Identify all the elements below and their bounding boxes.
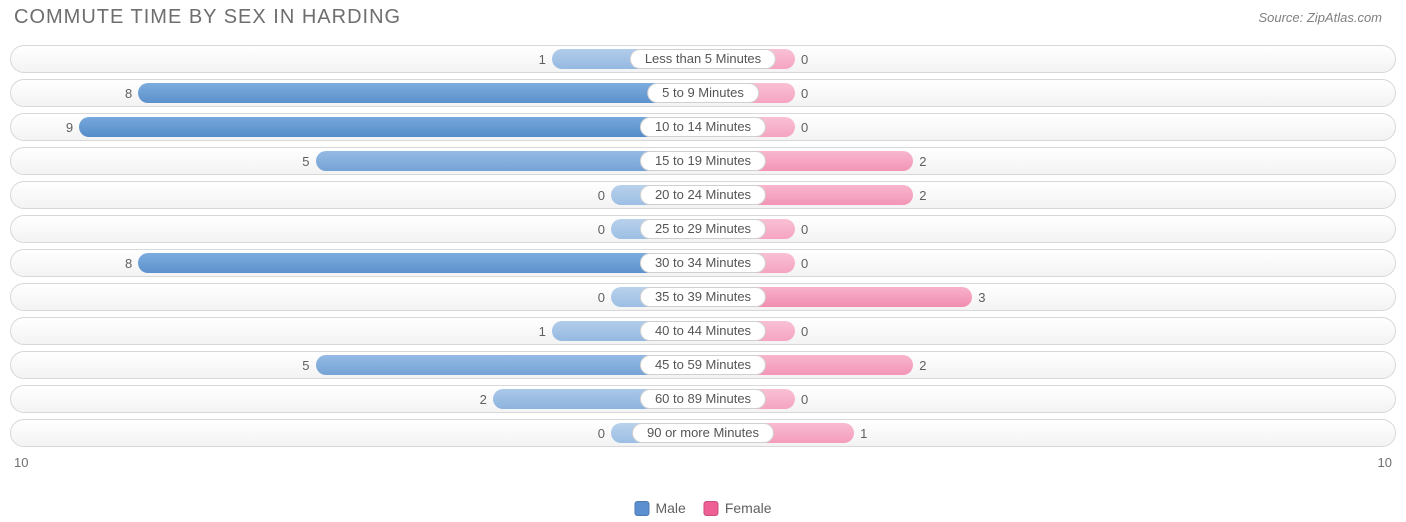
female-value-label: 3 <box>978 284 985 312</box>
female-swatch-icon <box>704 501 719 516</box>
category-label: 60 to 89 Minutes <box>640 389 766 409</box>
legend-item-male: Male <box>634 500 685 516</box>
male-bar <box>138 253 703 273</box>
female-value-label: 0 <box>801 114 808 142</box>
legend: Male Female <box>634 500 771 516</box>
male-bar <box>79 117 703 137</box>
legend-male-label: Male <box>655 500 685 516</box>
male-value-label: 5 <box>302 148 309 176</box>
row-track: 20 to 24 Minutes 0 2 <box>10 181 1396 209</box>
legend-female-label: Female <box>725 500 772 516</box>
female-value-label: 0 <box>801 318 808 346</box>
row-track: 25 to 29 Minutes 0 0 <box>10 215 1396 243</box>
axis-left-max: 10 <box>14 455 28 470</box>
category-label: 5 to 9 Minutes <box>647 83 759 103</box>
male-value-label: 8 <box>125 250 132 278</box>
row-track: 30 to 34 Minutes 8 0 <box>10 249 1396 277</box>
male-value-label: 0 <box>598 284 605 312</box>
category-label: 20 to 24 Minutes <box>640 185 766 205</box>
female-value-label: 0 <box>801 46 808 74</box>
row-track: 60 to 89 Minutes 2 0 <box>10 385 1396 413</box>
category-label: 30 to 34 Minutes <box>640 253 766 273</box>
row-track: 35 to 39 Minutes 0 3 <box>10 283 1396 311</box>
row-track: 5 to 9 Minutes 8 0 <box>10 79 1396 107</box>
category-label: 15 to 19 Minutes <box>640 151 766 171</box>
category-label: 90 or more Minutes <box>632 423 774 443</box>
male-value-label: 8 <box>125 80 132 108</box>
female-value-label: 0 <box>801 216 808 244</box>
chart-title: COMMUTE TIME BY SEX IN HARDING <box>14 6 401 29</box>
female-value-label: 2 <box>919 352 926 380</box>
male-value-label: 5 <box>302 352 309 380</box>
male-value-label: 0 <box>598 216 605 244</box>
chart-rows: Less than 5 Minutes105 to 9 Minutes8010 … <box>10 45 1396 447</box>
row-track: 45 to 59 Minutes 5 2 <box>10 351 1396 379</box>
male-bar <box>138 83 703 103</box>
female-value-label: 0 <box>801 386 808 414</box>
female-value-label: 2 <box>919 182 926 210</box>
male-value-label: 1 <box>539 46 546 74</box>
row-track: 10 to 14 Minutes 9 0 <box>10 113 1396 141</box>
category-label: 45 to 59 Minutes <box>640 355 766 375</box>
male-value-label: 0 <box>598 420 605 448</box>
female-value-label: 0 <box>801 250 808 278</box>
category-label: Less than 5 Minutes <box>630 49 776 69</box>
female-value-label: 2 <box>919 148 926 176</box>
male-swatch-icon <box>634 501 649 516</box>
male-value-label: 0 <box>598 182 605 210</box>
male-value-label: 2 <box>480 386 487 414</box>
male-value-label: 1 <box>539 318 546 346</box>
category-label: 40 to 44 Minutes <box>640 321 766 341</box>
female-value-label: 1 <box>860 420 867 448</box>
female-value-label: 0 <box>801 80 808 108</box>
row-track: Less than 5 Minutes 1 0 <box>10 45 1396 73</box>
row-track: 15 to 19 Minutes 5 2 <box>10 147 1396 175</box>
category-label: 10 to 14 Minutes <box>640 117 766 137</box>
category-label: 25 to 29 Minutes <box>640 219 766 239</box>
row-track: 90 or more Minutes 0 1 <box>10 419 1396 447</box>
source-attribution: Source: ZipAtlas.com <box>1258 6 1392 25</box>
row-track: 40 to 44 Minutes 1 0 <box>10 317 1396 345</box>
male-value-label: 9 <box>66 114 73 142</box>
category-label: 35 to 39 Minutes <box>640 287 766 307</box>
axis-right-max: 10 <box>1378 455 1392 470</box>
legend-item-female: Female <box>704 500 772 516</box>
